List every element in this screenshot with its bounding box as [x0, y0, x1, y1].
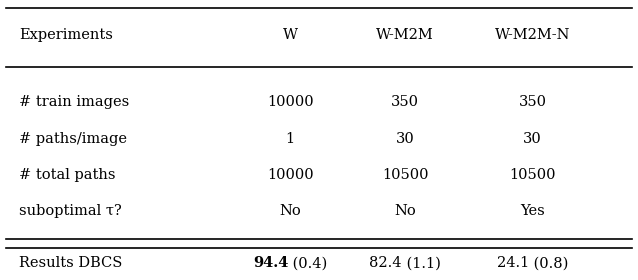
- Text: 94.4: 94.4: [253, 256, 288, 270]
- Text: W-M2M: W-M2M: [376, 28, 434, 42]
- Text: 1: 1: [286, 132, 295, 146]
- Text: 30: 30: [396, 132, 415, 146]
- Text: # total paths: # total paths: [19, 168, 115, 182]
- Text: W-M2M-N: W-M2M-N: [495, 28, 570, 42]
- Text: (0.8): (0.8): [529, 256, 568, 270]
- Text: Experiments: Experiments: [19, 28, 113, 42]
- Text: No: No: [279, 204, 301, 218]
- Text: suboptimal τ?: suboptimal τ?: [19, 204, 122, 218]
- Text: W: W: [283, 28, 298, 42]
- Text: 10500: 10500: [510, 168, 556, 182]
- Text: 24.1: 24.1: [497, 256, 529, 270]
- Text: 10000: 10000: [267, 168, 314, 182]
- Text: 82.4: 82.4: [369, 256, 402, 270]
- Text: (0.4): (0.4): [288, 256, 327, 270]
- Text: # train images: # train images: [19, 95, 130, 109]
- Text: 350: 350: [519, 95, 547, 109]
- Text: Results DBCS: Results DBCS: [19, 256, 122, 270]
- Text: (1.1): (1.1): [402, 256, 441, 270]
- Text: 350: 350: [391, 95, 419, 109]
- Text: # paths/image: # paths/image: [19, 132, 127, 146]
- Text: 30: 30: [523, 132, 542, 146]
- Text: 10000: 10000: [267, 95, 314, 109]
- Text: No: No: [394, 204, 416, 218]
- Text: Yes: Yes: [521, 204, 545, 218]
- Text: 10500: 10500: [382, 168, 428, 182]
